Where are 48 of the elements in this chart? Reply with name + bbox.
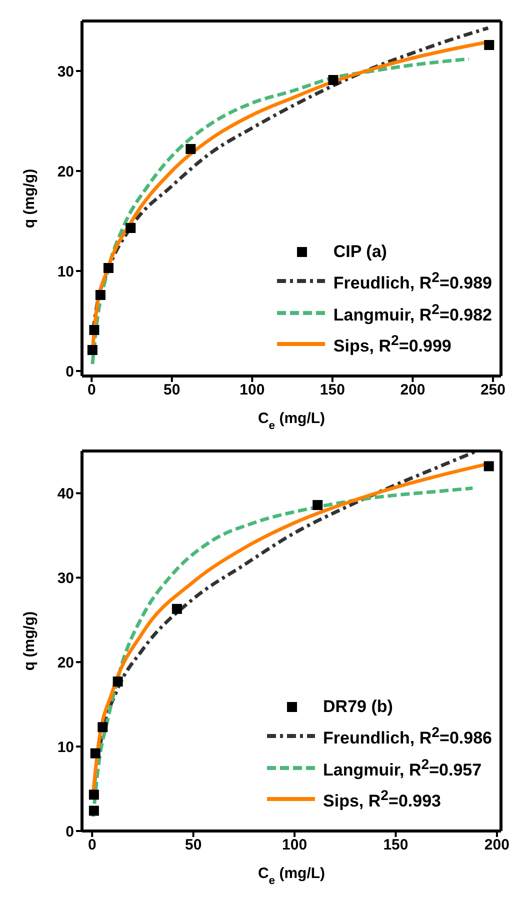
point — [90, 748, 100, 758]
y-axis-title: q (mg/g) — [21, 611, 38, 671]
y-tick-label: 0 — [66, 363, 74, 380]
point — [98, 722, 108, 732]
legend-label: Freudlich, R$^{2}$=0.989 — [333, 269, 492, 295]
point — [95, 290, 106, 300]
y-axis-title: q (mg/g) — [21, 168, 38, 228]
point — [89, 325, 100, 335]
point — [484, 461, 494, 472]
point — [328, 75, 338, 85]
point — [112, 676, 123, 687]
y-tick-label: 0 — [66, 823, 74, 840]
point — [103, 263, 114, 273]
y-tick-label: 20 — [57, 163, 74, 180]
point — [88, 790, 99, 800]
x-tick-label: 150 — [383, 836, 408, 854]
point — [484, 40, 494, 50]
y-tick-label: 20 — [57, 654, 74, 672]
x-tick-label: 50 — [164, 382, 180, 399]
x-tick-label: 250 — [480, 382, 506, 399]
legend-label: Sips, R$^{2}$=0.999 — [333, 332, 452, 358]
legend-label: Langmuir, R$^{2}$=0.957 — [323, 756, 482, 782]
legend-label: Langmuir, R$^{2}$=0.982 — [333, 300, 492, 326]
legend-label: DR79 (b) — [323, 696, 393, 718]
x-tick-label: 0 — [87, 382, 96, 399]
point — [88, 806, 99, 816]
point — [172, 604, 182, 614]
legend-label: Sips, R$^{2}$=0.993 — [323, 787, 441, 813]
point — [312, 500, 323, 510]
x-tick-label: 150 — [320, 382, 345, 399]
point — [126, 223, 136, 233]
x-tick-label: 100 — [240, 382, 265, 399]
point — [186, 144, 196, 154]
x-tick-label: 100 — [282, 836, 308, 854]
y-tick-label: 10 — [57, 738, 74, 756]
y-tick-label: 30 — [57, 570, 74, 587]
x-tick-label: 50 — [184, 836, 202, 854]
x-tick-label: 200 — [400, 382, 426, 399]
y-tick-label: 30 — [57, 63, 74, 80]
x-axis-title: C$_{e}$ (mg/L) — [258, 865, 326, 887]
x-tick-label: 200 — [484, 836, 510, 854]
legend-label: CIP (a) — [333, 241, 387, 264]
x-tick-label: 0 — [88, 836, 96, 854]
y-tick-label: 10 — [57, 263, 74, 280]
legend-label: Freundlich, R$^{2}$=0.986 — [323, 724, 492, 750]
x-axis-title: C$_{e}$ (mg/L) — [258, 410, 326, 432]
point — [87, 345, 98, 355]
y-tick-label: 40 — [57, 486, 74, 503]
